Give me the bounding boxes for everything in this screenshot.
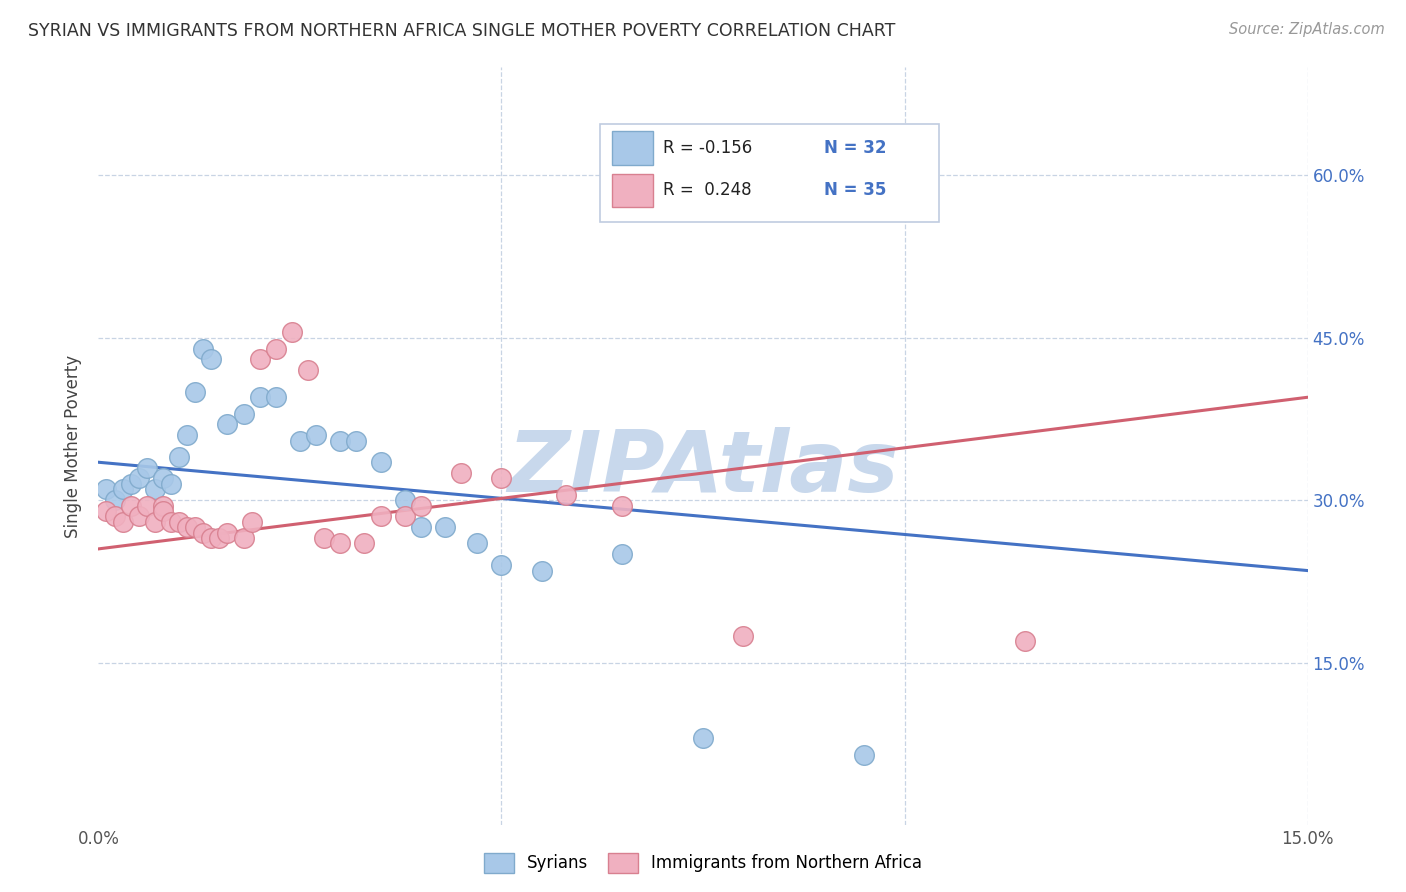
Point <box>409 520 432 534</box>
Point <box>434 520 457 534</box>
Point <box>184 520 207 534</box>
Point <box>135 499 157 513</box>
Point <box>96 483 118 497</box>
Point <box>167 515 190 529</box>
Legend: Syrians, Immigrants from Northern Africa: Syrians, Immigrants from Northern Africa <box>477 847 929 880</box>
Point <box>128 471 150 485</box>
Point <box>103 509 125 524</box>
Point <box>217 525 239 540</box>
Point <box>217 417 239 432</box>
Point <box>120 476 142 491</box>
Point <box>240 515 263 529</box>
Point <box>853 747 876 762</box>
Point <box>314 531 336 545</box>
Text: N = 32: N = 32 <box>824 139 886 157</box>
Text: R = -0.156: R = -0.156 <box>664 139 752 157</box>
Point <box>249 390 271 404</box>
Point <box>128 509 150 524</box>
Point <box>96 504 118 518</box>
Point <box>160 515 183 529</box>
Point <box>612 547 634 561</box>
Point <box>733 628 755 642</box>
Point <box>193 342 215 356</box>
Point <box>450 466 472 480</box>
Point <box>103 493 125 508</box>
Point <box>152 504 174 518</box>
Point <box>143 483 166 497</box>
Point <box>555 488 578 502</box>
Point <box>370 509 392 524</box>
Point <box>297 363 319 377</box>
Point <box>160 476 183 491</box>
Point <box>409 499 432 513</box>
Point <box>288 434 311 448</box>
Point <box>249 352 271 367</box>
Point <box>264 390 287 404</box>
Point <box>465 536 488 550</box>
Point <box>111 515 134 529</box>
Point <box>353 536 375 550</box>
Point <box>530 564 553 578</box>
Point <box>200 352 222 367</box>
Point <box>184 384 207 399</box>
Point <box>612 499 634 513</box>
Point <box>111 483 134 497</box>
Point <box>208 531 231 545</box>
Point <box>152 471 174 485</box>
Point <box>143 515 166 529</box>
Point <box>281 325 304 339</box>
Point <box>692 731 714 746</box>
Point <box>176 428 198 442</box>
Text: N = 35: N = 35 <box>824 181 886 200</box>
FancyBboxPatch shape <box>613 174 654 207</box>
Point <box>232 407 254 421</box>
Point <box>200 531 222 545</box>
Point <box>167 450 190 464</box>
Point <box>152 499 174 513</box>
Point <box>1014 634 1036 648</box>
Point <box>135 460 157 475</box>
Point <box>491 558 513 573</box>
Point <box>176 520 198 534</box>
Point <box>491 471 513 485</box>
Text: R =  0.248: R = 0.248 <box>664 181 752 200</box>
Point <box>193 525 215 540</box>
FancyBboxPatch shape <box>613 131 654 165</box>
Point <box>305 428 328 442</box>
Point <box>232 531 254 545</box>
Point <box>394 509 416 524</box>
Point <box>329 536 352 550</box>
Text: ZIPAtlas: ZIPAtlas <box>508 427 898 510</box>
Y-axis label: Single Mother Poverty: Single Mother Poverty <box>65 354 83 538</box>
Point <box>264 342 287 356</box>
Text: SYRIAN VS IMMIGRANTS FROM NORTHERN AFRICA SINGLE MOTHER POVERTY CORRELATION CHAR: SYRIAN VS IMMIGRANTS FROM NORTHERN AFRIC… <box>28 22 896 40</box>
Point <box>394 493 416 508</box>
Point <box>120 499 142 513</box>
Text: Source: ZipAtlas.com: Source: ZipAtlas.com <box>1229 22 1385 37</box>
Point <box>370 455 392 469</box>
FancyBboxPatch shape <box>600 124 939 222</box>
Point <box>344 434 367 448</box>
Point <box>329 434 352 448</box>
